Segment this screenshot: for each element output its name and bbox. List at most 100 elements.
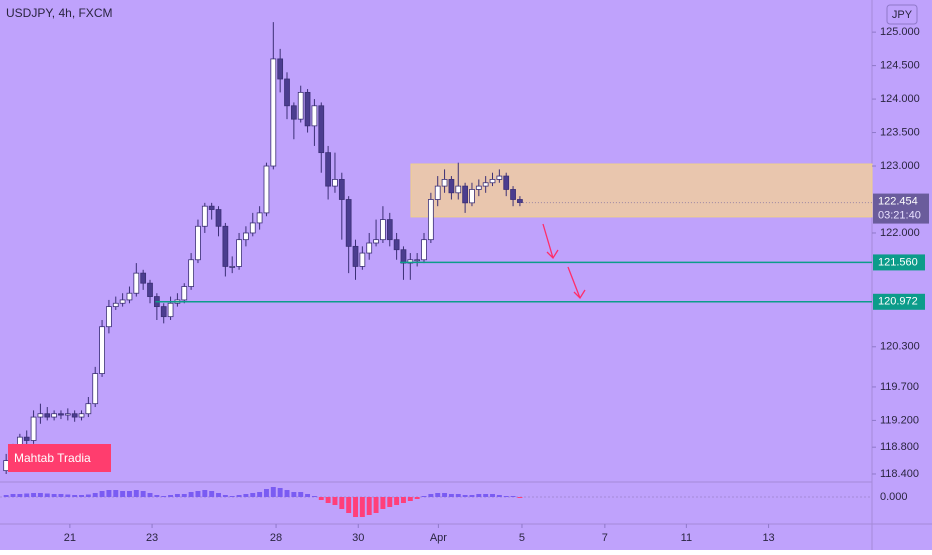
osc-bar: [284, 490, 290, 497]
osc-bar: [209, 491, 215, 497]
osc-bar: [257, 492, 263, 497]
y-tick-label: 122.000: [880, 227, 920, 239]
osc-bar: [113, 490, 119, 497]
osc-bar: [277, 488, 283, 497]
x-tick-label: 23: [146, 532, 158, 544]
candle-body: [263, 165, 270, 214]
arrow: [542, 223, 559, 260]
y-tick-label: 124.000: [880, 93, 920, 105]
candle-body: [188, 259, 194, 287]
candle-body: [215, 209, 222, 227]
candle-body: [510, 189, 516, 200]
candle-body: [249, 222, 256, 234]
candle-body: [126, 292, 133, 301]
candle-body: [58, 413, 64, 416]
candle-body: [366, 242, 373, 254]
osc-bar: [469, 495, 475, 497]
candle-body: [489, 179, 496, 184]
candle-body: [30, 416, 37, 441]
osc-bar: [24, 493, 30, 497]
osc-bar: [291, 492, 297, 497]
candle-body: [147, 282, 153, 297]
osc-bar: [72, 495, 78, 497]
candle-body: [119, 299, 126, 304]
y-tick-label: 123.500: [880, 126, 920, 138]
osc-bar: [126, 491, 132, 497]
level-label: 121.560: [878, 256, 918, 268]
osc-bar: [44, 493, 50, 497]
osc-bar: [120, 491, 126, 497]
level-badge: [873, 293, 925, 310]
osc-bar: [140, 491, 146, 497]
osc-bar: [359, 497, 365, 517]
main-pane: [3, 22, 873, 474]
osc-bar: [31, 493, 37, 497]
osc-bar: [394, 497, 400, 505]
candle-body: [338, 179, 345, 200]
candle-body: [106, 306, 112, 328]
osc-bar: [332, 497, 338, 505]
candle-body: [318, 105, 325, 154]
candle-body: [386, 219, 393, 241]
candle-body: [517, 199, 523, 203]
candle-body: [3, 460, 10, 472]
osc-bar: [325, 497, 331, 503]
candle-body: [380, 219, 386, 241]
candle-body: [270, 58, 277, 167]
osc-bar: [147, 493, 153, 497]
candle-body: [256, 212, 263, 224]
osc-bar: [58, 494, 64, 497]
candle-body: [181, 286, 188, 301]
candle-body: [229, 266, 236, 268]
osc-bar: [407, 497, 413, 501]
osc-bar: [387, 497, 393, 507]
x-tick-label: 5: [519, 532, 525, 544]
level-badge: [873, 254, 925, 271]
osc-bar: [380, 497, 386, 509]
watermark: Mahtab Tradia: [14, 451, 91, 465]
osc-bar: [133, 490, 139, 497]
osc-bar: [318, 497, 324, 500]
candle-body: [455, 185, 462, 194]
osc-bar: [243, 494, 249, 497]
candle-body: [311, 105, 318, 127]
osc-bar: [339, 497, 345, 509]
osc-bar: [298, 492, 304, 497]
level-label: 120.972: [878, 296, 918, 308]
candle-body: [373, 239, 379, 244]
candle-body: [236, 239, 242, 267]
osc-bar: [305, 494, 311, 497]
watermark-box: [8, 444, 111, 472]
countdown: 03:21:40: [878, 209, 921, 221]
osc-bar: [229, 496, 235, 497]
candle-body: [503, 175, 510, 190]
osc-bar: [490, 494, 495, 497]
candle-body: [496, 175, 503, 180]
y-tick-label: 119.700: [880, 381, 919, 393]
arrow: [567, 266, 586, 300]
osc-bar: [188, 492, 194, 497]
osc-bar: [222, 495, 228, 497]
candle-body: [421, 239, 427, 261]
candle-body: [140, 272, 147, 284]
currency-box[interactable]: [886, 4, 918, 25]
x-tick-label: 28: [270, 532, 282, 544]
osc-bar: [510, 496, 516, 497]
osc-bar: [311, 496, 317, 497]
osc-bar: [37, 493, 43, 497]
candle-body: [427, 199, 434, 241]
osc-bar: [353, 497, 358, 517]
osc-bar: [503, 496, 509, 497]
candle-body: [99, 326, 105, 374]
currency-label[interactable]: JPY: [892, 9, 913, 21]
candle-body: [475, 185, 482, 190]
candle-body: [44, 413, 51, 418]
osc-bar: [181, 494, 187, 497]
candle-body: [284, 78, 290, 107]
osc-bar: [462, 495, 468, 497]
candle-body: [393, 239, 400, 251]
osc-bar: [366, 497, 372, 515]
osc-bar: [373, 497, 379, 513]
candle-body: [325, 152, 331, 187]
